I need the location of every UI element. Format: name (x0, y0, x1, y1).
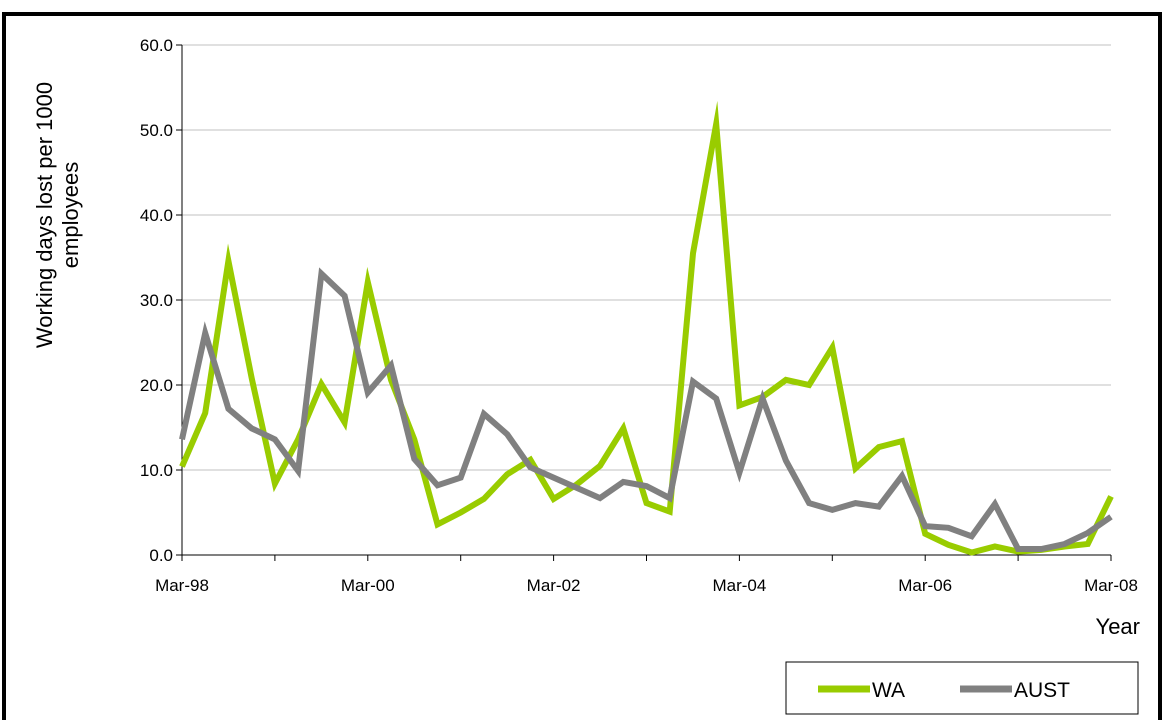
x-tick-label: Mar-98 (155, 576, 209, 595)
legend-label-wa: WA (872, 679, 905, 702)
chart-frame (2, 12, 1162, 720)
y-tick-label: 10.0 (140, 461, 173, 480)
x-tick-label: Mar-00 (341, 576, 395, 595)
y-tick-label: 60.0 (140, 36, 173, 55)
y-tick-label: 50.0 (140, 121, 173, 140)
y-tick-label: 0.0 (149, 546, 173, 565)
y-axis-title-line-1: Working days lost per 1000 (32, 82, 57, 348)
x-tick-label: Mar-04 (712, 576, 766, 595)
y-tick-label: 20.0 (140, 376, 173, 395)
x-tick-labels: Mar-98 Mar-00 Mar-02 Mar-04 Mar-06 Mar-08 (155, 555, 1138, 595)
y-tick-label: 30.0 (140, 291, 173, 310)
x-tick-label: Mar-02 (527, 576, 581, 595)
y-tick-labels: 0.0 10.0 20.0 30.0 40.0 50.0 60.0 (140, 36, 182, 565)
gridlines (182, 44, 1111, 471)
y-tick-label: 40.0 (140, 206, 173, 225)
y-axis-title-line-2: employees (58, 162, 83, 268)
series-layer (179, 100, 1114, 556)
x-tick-label: Mar-06 (898, 576, 952, 595)
series-line-wa (179, 100, 1114, 556)
series-line-aust (179, 267, 1113, 552)
legend-label-aust: AUST (1014, 679, 1070, 702)
legend: WA AUST (785, 661, 1139, 715)
x-tick-label: Mar-08 (1084, 576, 1138, 595)
x-axis-title: Year (1096, 614, 1140, 639)
